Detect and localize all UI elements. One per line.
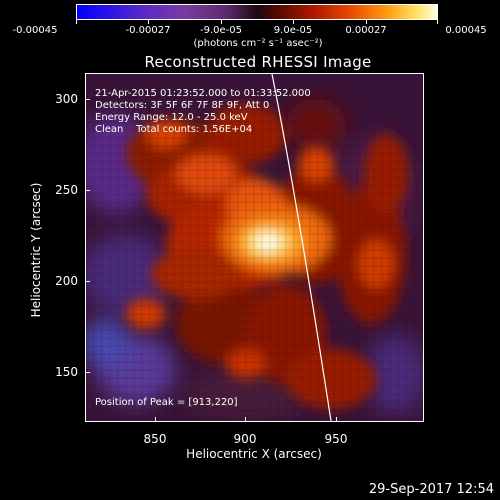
y-axis-tick xyxy=(85,372,90,373)
image-canvas xyxy=(86,74,423,421)
x-axis-label: Heliocentric X (arcsec) xyxy=(186,447,322,461)
colorbar-tick xyxy=(148,20,149,24)
time-range-text: 21-Apr-2015 01:23:52.000 to 01:33:52.000 xyxy=(95,88,311,99)
colorbar-tick-label: -9.0e-05 xyxy=(200,25,242,36)
y-tick-label: 200 xyxy=(55,274,78,288)
y-tick-label: 250 xyxy=(55,183,78,197)
x-axis-tick xyxy=(155,417,156,422)
x-axis-tick xyxy=(245,417,246,422)
colorbar-tick-label: 0.00045 xyxy=(445,25,487,36)
y-axis-label: Heliocentric Y (arcsec) xyxy=(29,182,43,318)
x-tick-label: 950 xyxy=(324,432,348,446)
y-tick-label: 300 xyxy=(55,92,78,106)
colorbar-tick xyxy=(221,20,222,24)
y-axis-tick xyxy=(85,99,90,100)
y-tick-label: 150 xyxy=(55,365,78,379)
colorbar-tick-label: -0.00045 xyxy=(12,25,58,36)
y-axis-tick xyxy=(85,281,90,282)
x-tick-label: 900 xyxy=(233,432,257,446)
energy-range-text: Energy Range: 12.0 - 25.0 keV xyxy=(95,112,248,123)
rhessi-image-plot: 21-Apr-2015 01:23:52.000 to 01:33:52.000… xyxy=(85,73,424,422)
y-axis-tick xyxy=(85,190,90,191)
colorbar-tick xyxy=(437,20,438,24)
colorbar-units: (photons cm⁻² s⁻¹ asec⁻²) xyxy=(193,38,323,49)
colorbar-tick-label: 9.0e-05 xyxy=(273,25,313,36)
solar-limb-line xyxy=(271,74,332,421)
clean-counts-text: Clean Total counts: 1.56E+04 xyxy=(95,124,253,135)
colorbar-tick-label: 0.00027 xyxy=(345,25,387,36)
colorbar-tick-label: -0.00027 xyxy=(125,25,171,36)
colorbar-tick xyxy=(293,20,294,24)
colorbar-tick xyxy=(366,20,367,24)
peak-position-text: Position of Peak = [913,220] xyxy=(95,397,238,408)
colorbar-tick xyxy=(76,20,77,24)
x-tick-label: 850 xyxy=(143,432,167,446)
x-axis-tick xyxy=(336,417,337,422)
plot-title: Reconstructed RHESSI Image xyxy=(144,53,372,71)
detectors-text: Detectors: 3F 5F 6F 7F 8F 9F, Att 0 xyxy=(95,100,270,111)
datestamp: 29-Sep-2017 12:54 xyxy=(368,482,494,497)
colorbar xyxy=(76,4,438,20)
